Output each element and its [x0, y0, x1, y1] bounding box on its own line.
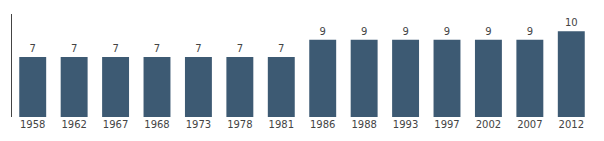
svg-text:1978: 1978	[227, 119, 252, 130]
svg-text:9: 9	[527, 26, 533, 37]
svg-text:9: 9	[320, 26, 326, 37]
svg-text:2012: 2012	[559, 119, 584, 130]
svg-text:1958: 1958	[20, 119, 45, 130]
svg-text:9: 9	[485, 26, 491, 37]
svg-text:7: 7	[237, 43, 243, 54]
svg-text:1993: 1993	[393, 119, 418, 130]
svg-text:1967: 1967	[103, 119, 128, 130]
svg-text:7: 7	[278, 43, 284, 54]
svg-text:1988: 1988	[351, 119, 376, 130]
svg-text:7: 7	[71, 43, 77, 54]
svg-text:7: 7	[30, 43, 36, 54]
svg-text:1968: 1968	[144, 119, 169, 130]
svg-text:1981: 1981	[269, 119, 294, 130]
svg-text:1962: 1962	[61, 119, 86, 130]
svg-text:9: 9	[361, 26, 367, 37]
svg-text:2007: 2007	[517, 119, 542, 130]
svg-text:1997: 1997	[434, 119, 459, 130]
svg-text:10: 10	[565, 17, 578, 28]
svg-text:1973: 1973	[186, 119, 211, 130]
svg-text:7: 7	[195, 43, 201, 54]
svg-text:1986: 1986	[310, 119, 335, 130]
svg-text:2002: 2002	[476, 119, 501, 130]
svg-text:7: 7	[154, 43, 160, 54]
svg-text:9: 9	[444, 26, 450, 37]
svg-text:9: 9	[402, 26, 408, 37]
svg-text:7: 7	[112, 43, 118, 54]
